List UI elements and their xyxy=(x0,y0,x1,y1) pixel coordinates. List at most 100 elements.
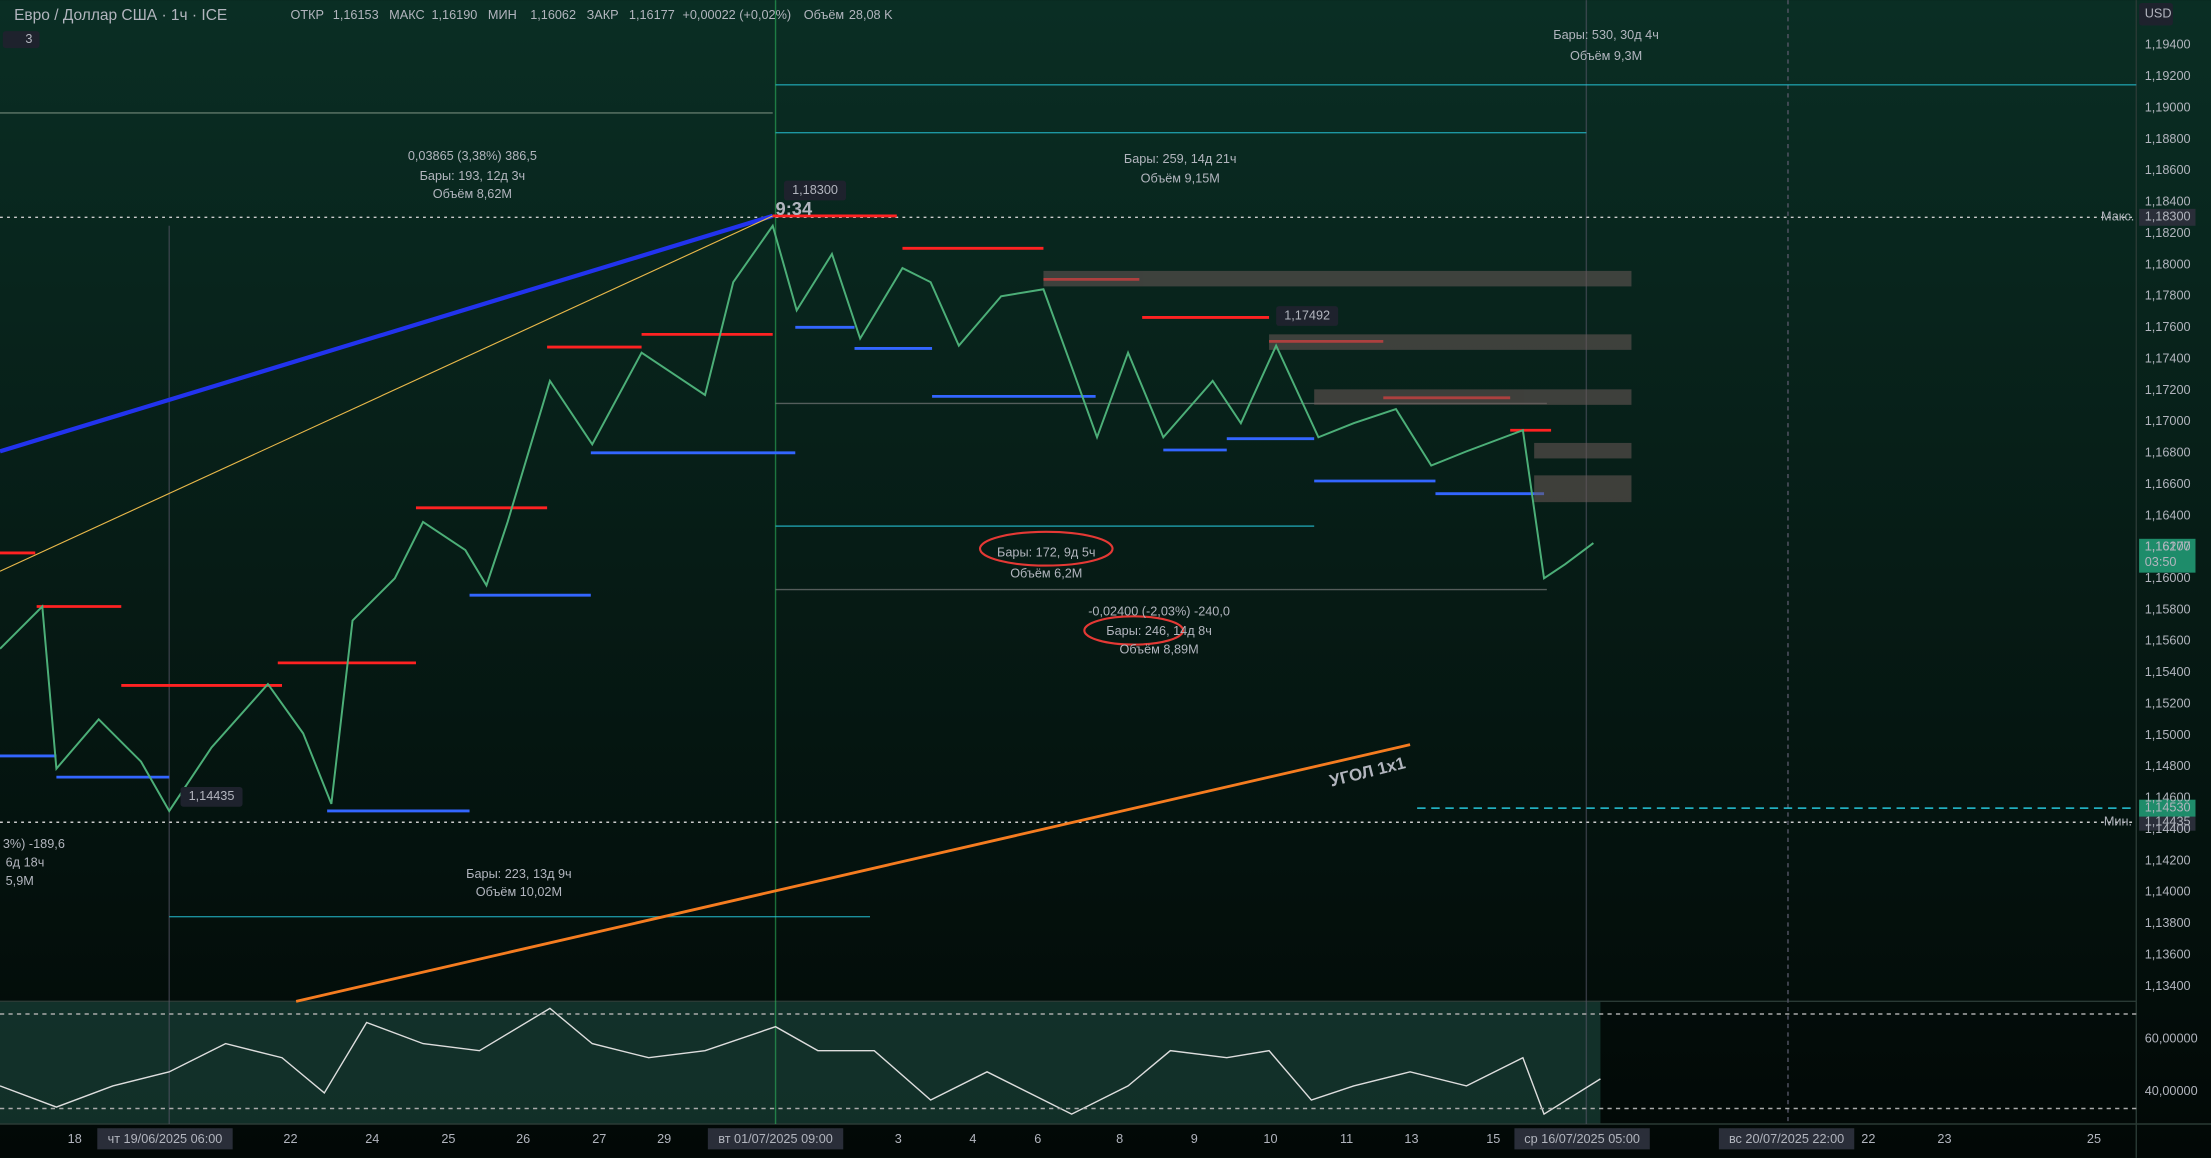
label: Мин. xyxy=(2104,815,2132,829)
zone xyxy=(1269,334,1632,350)
label: 10 xyxy=(1263,1132,1277,1146)
label: Объём 8,89M xyxy=(1119,643,1198,657)
label: 1,14800 xyxy=(2145,759,2191,773)
indicator-toggle[interactable] xyxy=(2,31,40,49)
label: 1,14600 xyxy=(2145,791,2191,805)
price-tag-box xyxy=(1276,306,1339,326)
label: 1,18300 xyxy=(2145,210,2191,224)
label: 40,00000 xyxy=(2145,1084,2198,1098)
label: 0,03865 (3,38%) 386,5 xyxy=(408,149,537,163)
zones xyxy=(1043,270,1632,503)
label: 1,14200 xyxy=(2145,853,2191,867)
label: 1,16600 xyxy=(2145,477,2191,491)
level-box xyxy=(2139,799,2196,817)
label: 26 xyxy=(516,1132,530,1146)
label: 1,14000 xyxy=(2145,885,2191,899)
label: 3%) -189,6 xyxy=(3,837,65,851)
label: 15 xyxy=(1486,1132,1500,1146)
time-label-box xyxy=(97,1128,233,1150)
highlight xyxy=(1083,615,1185,646)
max-box xyxy=(2139,208,2196,226)
label: 27 xyxy=(592,1132,606,1146)
price-path xyxy=(0,223,1594,813)
trend-line xyxy=(0,215,773,572)
label: 5,9M xyxy=(6,874,34,888)
label: Евро / Доллар США · 1ч · ICE xyxy=(14,7,227,24)
label: USD xyxy=(2145,7,2172,21)
angle-line xyxy=(295,743,1411,1003)
label: 1,16190 xyxy=(431,8,477,22)
label: 1,18300 xyxy=(792,183,838,197)
label: 60,00000 xyxy=(2145,1032,2198,1046)
label: 1,16177 xyxy=(2145,540,2191,554)
label: 1,13400 xyxy=(2145,979,2191,993)
label: Бары: 172, 9д 5ч xyxy=(997,545,1095,559)
label: 1,17492 xyxy=(1284,308,1330,322)
label: 1,15000 xyxy=(2145,728,2191,742)
label: 3 xyxy=(895,1132,902,1146)
label: 18 xyxy=(68,1132,82,1146)
label: 1,17600 xyxy=(2145,320,2191,334)
label: 24 xyxy=(365,1132,379,1146)
label: 1,17400 xyxy=(2145,351,2191,365)
label: Бары: 246, 14д 8ч xyxy=(1106,624,1212,638)
label: 1,15800 xyxy=(2145,602,2191,616)
currency-box[interactable] xyxy=(2139,2,2173,26)
label: 9 xyxy=(1191,1132,1198,1146)
label: 1,15200 xyxy=(2145,697,2191,711)
label: 03:50 xyxy=(2145,555,2177,569)
time-label-box xyxy=(1514,1128,1650,1150)
zone xyxy=(1534,442,1632,459)
label: 1,16062 xyxy=(530,8,576,22)
label: 1,17000 xyxy=(2145,414,2191,428)
label: 1,17200 xyxy=(2145,383,2191,397)
zone xyxy=(1534,475,1632,503)
label: 1,15400 xyxy=(2145,665,2191,679)
min-box xyxy=(2139,813,2196,831)
label: 1,16177 xyxy=(629,8,675,22)
label: Бары: 223, 13д 9ч xyxy=(466,867,572,881)
label: 29 xyxy=(657,1132,671,1146)
label: 1,19400 xyxy=(2145,38,2191,52)
label: ср 16/07/2025 05:00 xyxy=(1524,1132,1640,1146)
label: 25 xyxy=(441,1132,455,1146)
label: 1,16400 xyxy=(2145,508,2191,522)
rsi-line xyxy=(0,1007,1601,1116)
label: 1,18200 xyxy=(2145,226,2191,240)
label: -0,02400 (-2,03%) -240,0 xyxy=(1088,604,1230,618)
label: 1,14400 xyxy=(2145,822,2191,836)
label: 11 xyxy=(1340,1132,1353,1146)
label: ЗАКР xyxy=(587,8,619,22)
label: МАКС xyxy=(389,8,424,22)
label: 3 xyxy=(25,32,32,46)
label: 1,18800 xyxy=(2145,132,2191,146)
label: Объём 9,3M xyxy=(1570,49,1642,63)
time-label-box xyxy=(1718,1128,1855,1150)
label: ОТКР xyxy=(290,8,323,22)
label: 1,14530 xyxy=(2145,800,2191,814)
label: 1,16153 xyxy=(333,8,379,22)
label: 1,14435 xyxy=(2145,815,2191,829)
label: Объём 9,15M xyxy=(1141,172,1220,186)
time-label-box xyxy=(707,1128,844,1150)
label: 28,08 K xyxy=(849,8,893,22)
label: 1,16800 xyxy=(2145,446,2191,460)
label: +0,00022 (+0,02%) xyxy=(682,8,791,22)
label: чт 19/06/2025 06:00 xyxy=(108,1132,223,1146)
current-price-box xyxy=(2139,538,2196,573)
label: 1,19000 xyxy=(2145,100,2191,114)
label: 8 xyxy=(1116,1132,1123,1146)
label: 1,18000 xyxy=(2145,257,2191,271)
price-tag-box xyxy=(180,786,243,807)
label: Макс. xyxy=(2101,210,2134,224)
label: 1,13600 xyxy=(2145,947,2191,961)
label: 1,18600 xyxy=(2145,163,2191,177)
label: 6 xyxy=(1034,1132,1041,1146)
price-tag-box xyxy=(784,180,847,201)
label: вс 20/07/2025 22:00 xyxy=(1729,1132,1844,1146)
highlight xyxy=(978,530,1114,567)
label: МИН xyxy=(488,8,517,22)
label: Объём xyxy=(804,8,844,22)
